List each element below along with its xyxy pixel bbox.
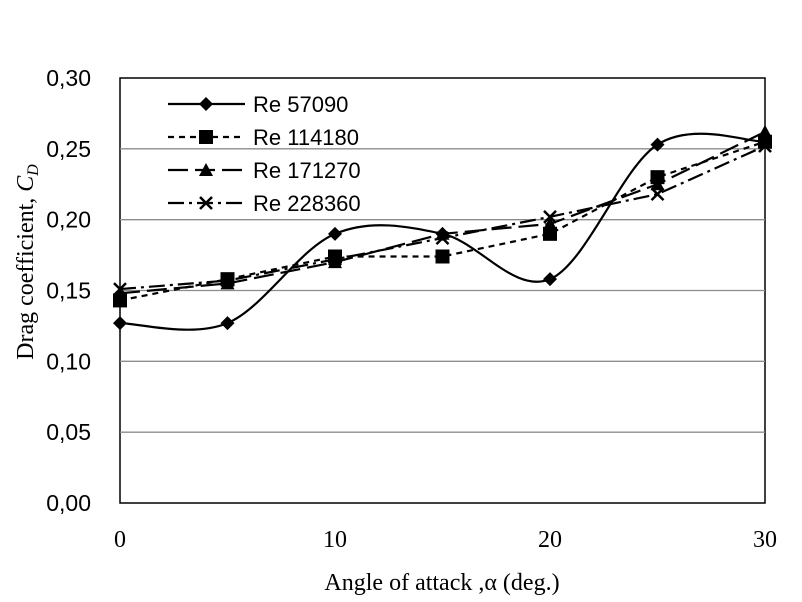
triangle-marker bbox=[328, 255, 342, 269]
triangle-marker bbox=[650, 177, 665, 191]
legend-label: Re 171270 bbox=[253, 158, 361, 183]
diamond-marker bbox=[113, 316, 127, 331]
y-tick-label: 0,15 bbox=[46, 278, 91, 304]
y-tick-label: 0,25 bbox=[46, 136, 91, 162]
square-marker bbox=[435, 249, 450, 264]
x-tick-label: 10 bbox=[323, 527, 347, 553]
y-tick-label: 0,20 bbox=[46, 207, 91, 233]
x-marker bbox=[199, 196, 213, 210]
diamond-marker bbox=[199, 97, 213, 111]
square-marker bbox=[199, 130, 213, 144]
x-marker bbox=[650, 187, 665, 202]
x-marker bbox=[435, 231, 450, 245]
x-marker bbox=[220, 273, 235, 288]
x-marker bbox=[543, 209, 557, 224]
diamond-marker bbox=[650, 137, 665, 152]
square-marker bbox=[758, 134, 772, 149]
x-marker bbox=[113, 282, 127, 296]
legend-label: Re 57090 bbox=[253, 92, 348, 117]
x-tick-label: 0 bbox=[114, 527, 126, 553]
diamond-marker bbox=[328, 226, 342, 241]
x-axis-title: Angle of attack ,α (deg.) bbox=[324, 570, 559, 596]
square-marker bbox=[650, 170, 665, 185]
y-axis-title: Drag coefficient, CD bbox=[13, 164, 42, 360]
y-axis-title-symbol: C bbox=[13, 175, 39, 192]
y-tick-label: 0,30 bbox=[46, 65, 91, 91]
square-marker bbox=[543, 226, 557, 241]
y-tick-label: 0,10 bbox=[46, 348, 91, 374]
y-tick-label: 0,05 bbox=[46, 419, 91, 445]
y-tick-label: 0,00 bbox=[46, 490, 91, 516]
x-tick-labels: 0 10 20 30 bbox=[114, 527, 777, 553]
triangle-marker bbox=[113, 286, 127, 300]
x-tick-label: 20 bbox=[538, 527, 562, 553]
diamond-marker bbox=[220, 316, 235, 331]
x-marker bbox=[758, 139, 772, 153]
y-axis-title-subscript: D bbox=[25, 164, 42, 177]
legend: Re 57090 Re 114180 Re 171270 Re 228360 bbox=[168, 92, 361, 216]
triangle-marker bbox=[220, 276, 235, 290]
series-group bbox=[113, 124, 772, 331]
diamond-marker bbox=[543, 272, 557, 287]
triangle-marker bbox=[199, 163, 213, 176]
series-4 bbox=[113, 139, 772, 296]
y-axis-title-text: Drag coefficient, bbox=[13, 192, 39, 360]
y-tick-labels: 0,00 0,05 0,10 0,15 0,20 0,25 0,30 bbox=[46, 65, 91, 516]
triangle-marker bbox=[758, 124, 772, 138]
legend-label: Re 228360 bbox=[253, 191, 361, 216]
series-3 bbox=[113, 124, 772, 300]
triangle-marker bbox=[543, 216, 557, 230]
legend-label: Re 114180 bbox=[253, 125, 359, 150]
x-marker bbox=[328, 252, 342, 267]
x-tick-label: 30 bbox=[753, 527, 777, 553]
